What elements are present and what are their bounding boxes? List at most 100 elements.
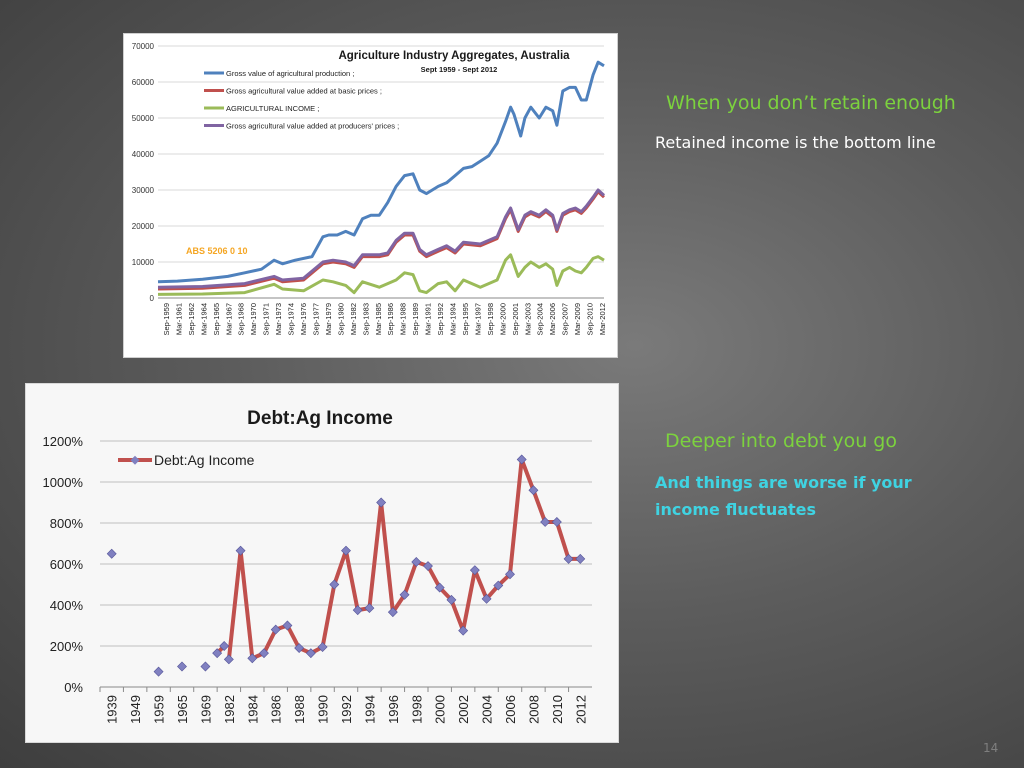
text-income-fluctuates: And things are worse if your income fluc… — [655, 473, 912, 519]
x-tick-label: Mar-1970 — [249, 303, 258, 335]
y-tick-label: 20000 — [132, 222, 155, 231]
x-tick-label: Mar-2000 — [498, 303, 507, 335]
x-tick-label: 1992 — [339, 695, 354, 724]
y-tick-label: 600% — [50, 557, 84, 572]
legend-marker — [130, 455, 140, 465]
x-tick-label: 1994 — [362, 695, 377, 724]
data-point-marker — [528, 485, 539, 496]
x-tick-label: Sep-2004 — [536, 303, 545, 336]
chart-subtitle: Sept 1959 - Sept 2012 — [421, 65, 498, 74]
chart-title: Agriculture Industry Aggregates, Austral… — [338, 50, 570, 62]
x-tick-label: Sep-1989 — [411, 303, 420, 336]
x-tick-label: 2010 — [550, 695, 565, 724]
x-tick-label: Sep-1995 — [461, 303, 470, 336]
data-point-marker — [575, 553, 586, 564]
data-point-marker — [458, 625, 469, 636]
x-tick-label: Mar-1961 — [174, 303, 183, 335]
page-number: 14 — [983, 741, 999, 755]
x-tick-label: 1996 — [386, 695, 401, 724]
debt-line-segment — [226, 457, 583, 662]
data-point-marker — [551, 517, 562, 527]
data-point-marker — [219, 641, 230, 651]
x-tick-label: 1986 — [269, 695, 284, 724]
y-tick-label: 200% — [50, 639, 84, 654]
y-tick-label: 1200% — [43, 434, 84, 449]
x-tick-label: 1959 — [152, 695, 167, 724]
text-retained-income: Retained income is the bottom line — [655, 133, 936, 152]
x-tick-label: 1965 — [175, 695, 190, 724]
x-tick-label: Sep-1959 — [162, 303, 171, 336]
x-tick-label: 2000 — [433, 695, 448, 724]
x-tick-label: 1988 — [292, 695, 307, 724]
x-tick-label: Mar-1991 — [424, 303, 433, 335]
x-tick-label: Mar-1979 — [324, 303, 333, 335]
data-point-marker — [423, 561, 433, 571]
x-tick-label: Mar-1982 — [349, 303, 358, 335]
x-tick-label: Sep-1983 — [361, 303, 370, 336]
data-point-marker — [352, 605, 363, 616]
x-tick-label: Sep-2010 — [586, 303, 595, 336]
x-tick-label: Mar-1997 — [473, 303, 482, 335]
data-point-marker — [223, 654, 234, 665]
x-tick-label: Mar-2003 — [523, 303, 532, 335]
x-tick-label: Sep-1965 — [212, 303, 221, 336]
series-line — [157, 253, 605, 296]
agriculture-aggregates-chart-panel: 0 10000 20000 30000 40000 50000 60000 70000 Sep-… — [123, 33, 618, 358]
x-tick-label: Sep-2007 — [561, 303, 570, 336]
data-point-marker — [399, 589, 410, 600]
y-tick-label: 60000 — [132, 78, 155, 87]
agriculture-aggregates-chart: 0 10000 20000 30000 40000 50000 60000 70000 Sep-… — [132, 42, 607, 336]
x-tick-label: Sep-1974 — [287, 303, 296, 336]
data-point-marker — [481, 593, 492, 604]
x-tick-label: Mar-2009 — [573, 303, 582, 335]
data-point-marker — [411, 557, 422, 567]
legend-label: Gross agricultural value added at produc… — [226, 122, 399, 131]
data-point-marker — [505, 569, 515, 580]
x-tick-label: 2008 — [526, 695, 541, 724]
source-annotation: ABS 5206 0 10 — [186, 246, 248, 256]
debt-ag-income-chart: 0% 200% 400% 600% 800% 1000% 1200% 1939 1949 1959… — [43, 408, 592, 724]
x-tick-label: Mar-2006 — [548, 303, 557, 335]
data-point-marker — [469, 565, 480, 576]
heading-retain-enough: When you don’t retain enough — [666, 92, 956, 114]
data-point-marker — [153, 666, 164, 677]
x-tick-label: 1984 — [245, 695, 260, 724]
x-tick-label: 1982 — [222, 695, 237, 724]
data-point-marker — [516, 454, 527, 465]
y-tick-label: 800% — [50, 516, 84, 531]
x-tick-label: 2012 — [573, 695, 588, 724]
x-tick-label: 1949 — [128, 695, 143, 724]
series-line — [157, 190, 606, 291]
data-point-marker — [364, 603, 375, 614]
x-tick-label: Sep-1971 — [262, 303, 271, 336]
data-point-marker — [106, 548, 117, 559]
x-tick-label: Sep-1962 — [187, 303, 196, 336]
data-point-marker — [259, 648, 269, 659]
x-tick-label: Sep-1986 — [386, 303, 395, 336]
data-point-marker — [270, 624, 281, 635]
y-tick-label: 0 — [150, 294, 155, 303]
data-point-marker — [282, 620, 293, 631]
x-tick-label: 2006 — [503, 695, 518, 724]
x-tick-label: 1990 — [316, 695, 331, 724]
legend-label: Gross agricultural value added at basic … — [226, 87, 382, 96]
data-point-marker — [235, 545, 246, 556]
x-tick-label: 1939 — [105, 695, 120, 724]
x-tick-label: Mar-1994 — [449, 303, 458, 335]
data-point-marker — [200, 661, 211, 672]
data-point-marker — [177, 661, 187, 672]
data-point-marker — [376, 497, 387, 508]
legend-label: Gross value of agricultural production ; — [226, 69, 354, 78]
data-point-marker — [434, 582, 445, 593]
x-tick-label: Mar-1976 — [299, 303, 308, 335]
y-tick-label: 1000% — [43, 475, 84, 490]
y-tick-label: 50000 — [132, 114, 155, 123]
x-tick-label: Sep-1977 — [311, 303, 320, 336]
x-tick-label: Mar-1988 — [399, 303, 408, 335]
x-tick-label: 1969 — [198, 695, 213, 724]
x-tick-label: Sep-1968 — [237, 303, 246, 336]
y-tick-label: 0% — [64, 680, 83, 695]
legend-label: Debt:Ag Income — [154, 452, 255, 468]
data-point-marker — [305, 648, 316, 659]
legend-label: AGRICULTURAL INCOME ; — [226, 104, 319, 113]
